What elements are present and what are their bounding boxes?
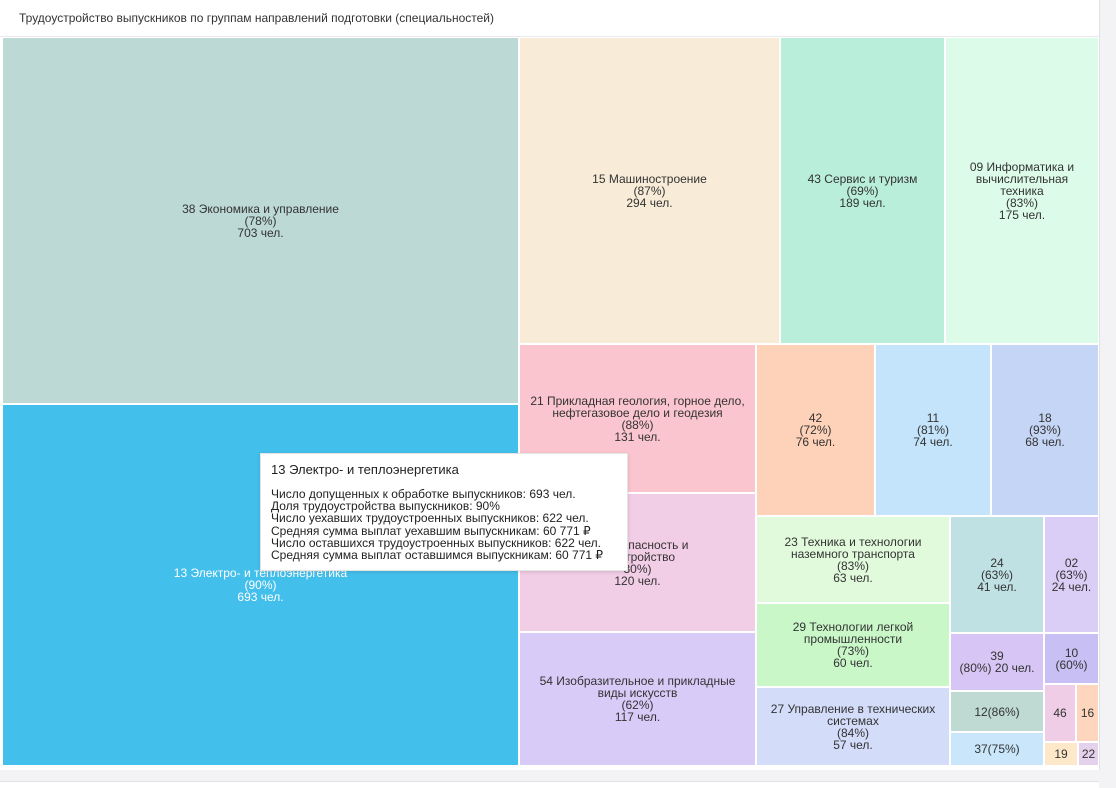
treemap-tile-46[interactable]: 46 — [1044, 684, 1076, 742]
treemap-panel: Трудоустройство выпускников по группам н… — [0, 0, 1100, 770]
next-panel-edge — [0, 781, 1099, 788]
treemap-tile-24[interactable]: 24 (63%) 41 чел. — [950, 516, 1044, 633]
treemap-tile-label: 02 (63%) 24 чел. — [1051, 555, 1092, 594]
treemap-tile-label: 24 (63%) 41 чел. — [977, 555, 1017, 594]
panel-header: Трудоустройство выпускников по группам н… — [0, 0, 1099, 37]
treemap-tile-19[interactable]: 19 — [1044, 742, 1078, 766]
treemap-tile-label: 13 Электро- и теплоэнергетика (90%) 693 … — [173, 566, 348, 604]
treemap-tile-38[interactable]: 38 Экономика и управление (78%) 703 чел. — [2, 37, 519, 404]
treemap-tile-label: 39 (80%) 20 чел. — [959, 649, 1035, 675]
tooltip-row: Число допущенных к обработке выпускников… — [271, 487, 576, 501]
treemap-tile-label: 10 (60%) — [1055, 645, 1088, 672]
treemap-tile-label: 15 Машиностроение (87%) 294 чел. — [592, 171, 707, 210]
treemap-tile-label: 46 — [1053, 706, 1067, 720]
treemap-tile-18[interactable]: 18 (93%) 68 чел. — [991, 344, 1099, 516]
treemap-tile-10[interactable]: 10 (60%) — [1044, 633, 1099, 684]
treemap-tile-label: 23 Техника и технологии наземного трансп… — [784, 534, 922, 585]
treemap-tile-label: 27 Управление в технических системах (84… — [770, 701, 936, 752]
treemap-tile-42[interactable]: 42 (72%) 76 чел. — [756, 344, 875, 516]
treemap-tile-label: 29 Технологии легкой промышленности (73%… — [792, 620, 914, 670]
treemap-tile-label: 43 Сервис и туризм (69%) 189 чел. — [807, 171, 918, 210]
treemap-tile-37[interactable]: 37(75%) — [950, 732, 1044, 766]
treemap-tile-12[interactable]: 12(86%) — [950, 691, 1044, 732]
treemap-tile-label: 38 Экономика и управление (78%) 703 чел. — [182, 201, 339, 240]
treemap-tile-11[interactable]: 11 (81%) 74 чел. — [875, 344, 991, 516]
treemap-tile-22[interactable]: 22 — [1078, 742, 1099, 766]
treemap-tile-23[interactable]: 23 Техника и технологии наземного трансп… — [756, 516, 950, 603]
tooltip-row: Средняя сумма выплат уехавшим выпускника… — [271, 523, 591, 538]
treemap-tile-label: 54 Изобразительное и прикладные виды иск… — [539, 674, 736, 724]
treemap-tile-39[interactable]: 39 (80%) 20 чел. — [950, 633, 1044, 691]
treemap-tile-54[interactable]: 54 Изобразительное и прикладные виды иск… — [519, 632, 756, 766]
tooltip-row: Доля трудоустройства выпускников: 90% — [271, 499, 500, 514]
tooltip-row: Число уехавших трудоустроенных выпускник… — [271, 511, 589, 526]
treemap-tile-label: 12(86%) — [974, 704, 1020, 719]
tooltip: 13 Электро- и теплоэнергетика Число допу… — [260, 453, 628, 571]
tooltip-row: Число оставшихся трудоустроенных выпускн… — [271, 535, 601, 550]
treemap-tile-label: 16 — [1080, 706, 1095, 720]
treemap-tile-16[interactable]: 16 — [1076, 684, 1099, 742]
treemap-tile-label: 19 — [1054, 747, 1068, 761]
tooltip-title: 13 Электро- и теплоэнергетика — [271, 462, 459, 477]
treemap-tile-15[interactable]: 15 Машиностроение (87%) 294 чел. — [519, 37, 780, 344]
treemap-tile-label: 09 Информатика и вычислительная техника … — [969, 159, 1075, 222]
treemap-tile-27[interactable]: 27 Управление в технических системах (84… — [756, 687, 950, 766]
treemap-tile-label: 22 — [1081, 747, 1096, 761]
treemap-tile-29[interactable]: 29 Технологии легкой промышленности (73%… — [756, 603, 950, 687]
treemap-tile-43[interactable]: 43 Сервис и туризм (69%) 189 чел. — [780, 37, 945, 344]
treemap-chart: 38 Экономика и управление (78%) 703 чел.… — [0, 37, 1099, 767]
tooltip-row: Средняя сумма выплат оставшимся выпускни… — [271, 548, 604, 563]
treemap-tile-label: 21 Прикладная геология, горное дело, неф… — [530, 393, 745, 444]
treemap-tile-label: 42 (72%) 76 чел. — [795, 411, 836, 449]
panel-title: Трудоустройство выпускников по группам н… — [19, 11, 495, 25]
treemap-tile-09[interactable]: 09 Информатика и вычислительная техника … — [945, 37, 1099, 344]
treemap-tile-02[interactable]: 02 (63%) 24 чел. — [1044, 516, 1099, 633]
treemap-tile-label: 18 (93%) 68 чел. — [1025, 411, 1065, 449]
treemap-tile-label: 11 (81%) 74 чел. — [913, 411, 953, 449]
treemap-tile-label: 37(75%) — [974, 742, 1020, 756]
